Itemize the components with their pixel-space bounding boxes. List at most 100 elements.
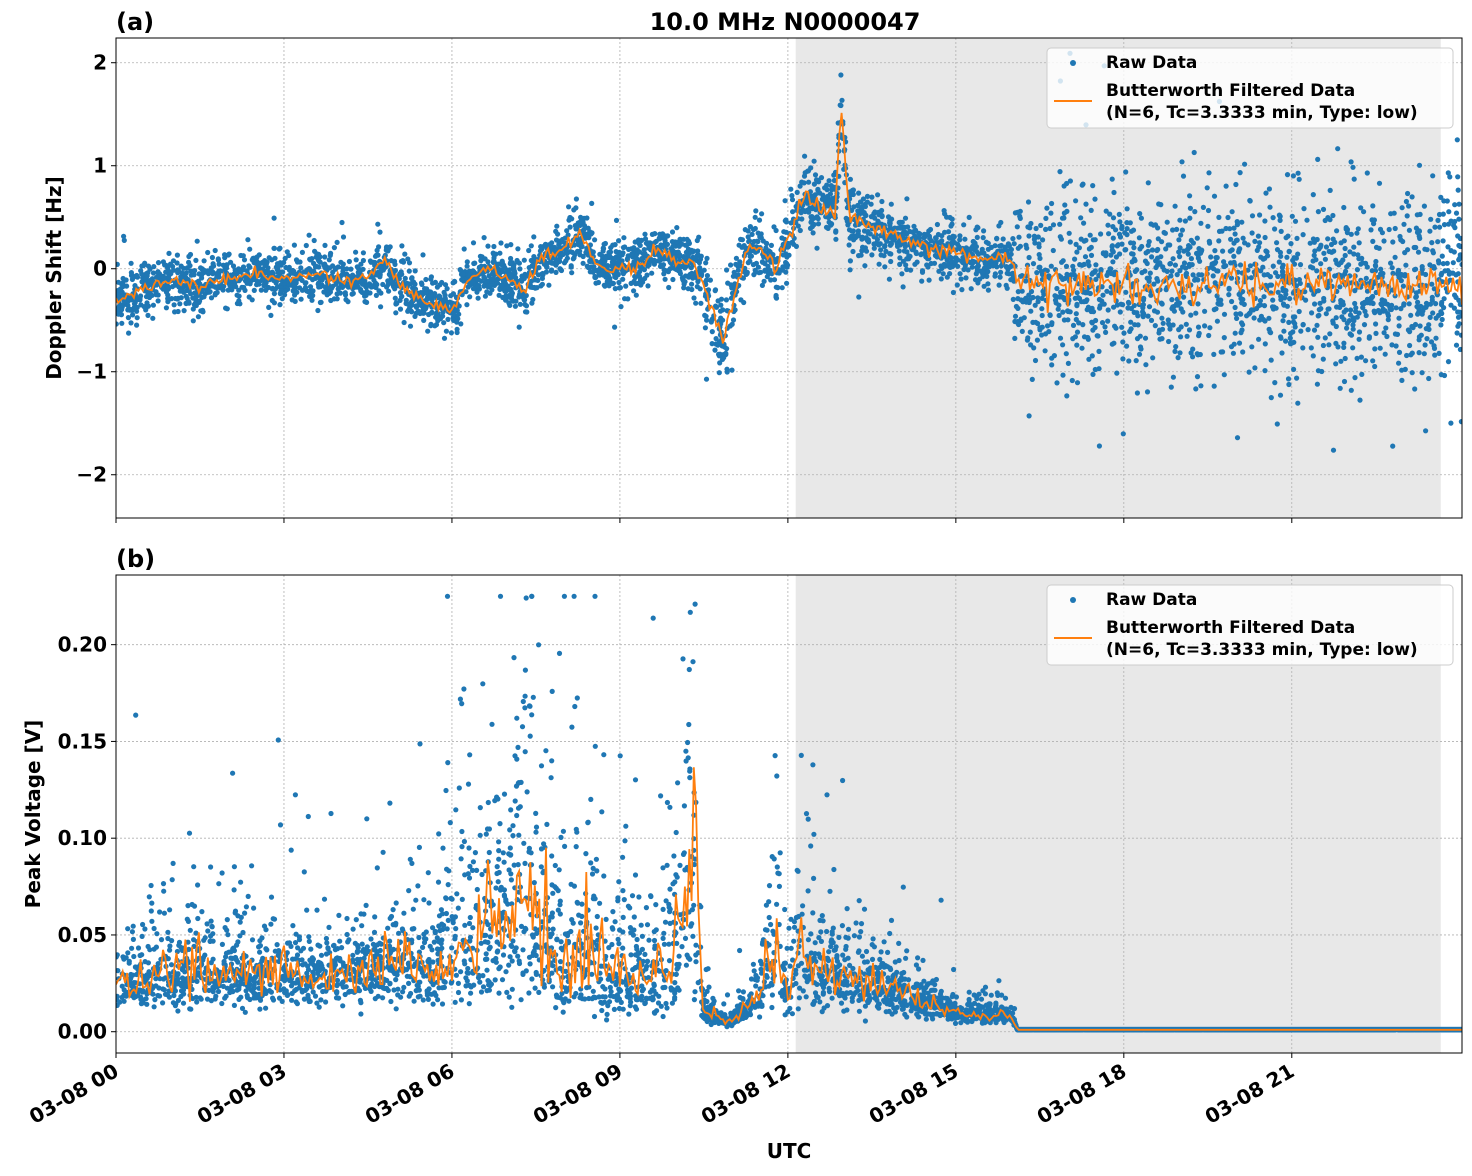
raw-data-point [725,992,730,997]
raw-data-point [856,233,861,238]
raw-data-point [831,173,836,178]
raw-data-point [1126,301,1131,306]
raw-data-point [507,287,512,292]
raw-data-point [1278,254,1283,259]
raw-data-point [1257,240,1262,245]
raw-data-point [1090,372,1095,377]
raw-data-point [1238,170,1243,175]
raw-data-point [1210,261,1215,266]
raw-data-point [134,323,139,328]
raw-data-point [1396,316,1401,321]
raw-data-point [630,262,635,267]
raw-data-point [1274,240,1279,245]
raw-data-point [865,238,870,243]
raw-data-point [833,230,838,235]
raw-data-point [1249,275,1254,280]
raw-data-point [1357,398,1362,403]
raw-data-point [1281,288,1286,293]
raw-data-point [1314,268,1319,273]
raw-data-point [145,291,150,296]
raw-data-point [1363,358,1368,363]
raw-data-point [679,242,684,247]
raw-data-point [1121,431,1126,436]
raw-data-point [394,300,399,305]
raw-data-point [562,844,567,849]
raw-data-point [257,950,262,955]
raw-data-point [681,237,686,242]
raw-data-point [951,967,956,972]
raw-data-point [704,377,709,382]
raw-data-point [974,265,979,270]
raw-data-point [1037,327,1042,332]
raw-data-point [1079,346,1084,351]
raw-data-point [538,248,543,253]
raw-data-point [1198,383,1203,388]
raw-data-point [1357,337,1362,342]
raw-data-point [724,267,729,272]
raw-data-point [1057,222,1062,227]
raw-data-point [1241,236,1246,241]
raw-data-point [172,302,177,307]
raw-data-point [1015,306,1020,311]
raw-data-point [246,263,251,268]
raw-data-point [1393,226,1398,231]
raw-data-point [557,867,562,872]
raw-data-point [1201,205,1206,210]
raw-data-point [265,260,270,265]
raw-data-point [571,207,576,212]
raw-data-point [380,282,385,287]
raw-data-point [569,270,574,275]
raw-data-point [1188,313,1193,318]
raw-data-point [649,271,654,276]
raw-data-point [1353,309,1358,314]
raw-data-point [1423,428,1428,433]
raw-data-point [459,277,464,282]
raw-data-point [1027,413,1032,418]
raw-data-point [1293,219,1298,224]
raw-data-point [729,368,734,373]
raw-data-point [1395,332,1400,337]
raw-data-point [277,246,282,251]
raw-data-point [955,282,960,287]
raw-data-point [1301,232,1306,237]
raw-data-point [530,297,535,302]
raw-data-point [408,324,413,329]
raw-data-point [1135,313,1140,318]
raw-data-point [1403,367,1408,372]
raw-data-point [1239,220,1244,225]
raw-data-point [1336,262,1341,267]
raw-data-point [407,269,412,274]
raw-data-point [1396,361,1401,366]
raw-data-point [1028,330,1033,335]
raw-data-point [898,226,903,231]
raw-data-point [585,264,590,269]
raw-data-point [1111,305,1116,310]
raw-data-point [681,285,686,290]
raw-data-point [1355,267,1360,272]
raw-data-point [1349,159,1354,164]
raw-data-point [610,281,615,286]
raw-data-point [335,291,340,296]
raw-data-point [556,242,561,247]
raw-data-point [1016,246,1021,251]
raw-data-point [1240,349,1245,354]
raw-data-point [1175,303,1180,308]
raw-data-point [983,261,988,266]
raw-data-point [1373,321,1378,326]
raw-data-point [1085,307,1090,312]
raw-data-point [122,299,127,304]
raw-data-point [1459,419,1464,424]
raw-data-point [156,260,161,265]
raw-data-point [1342,379,1347,384]
raw-data-point [1324,311,1329,316]
raw-data-point [568,225,573,230]
raw-data-point [470,279,475,284]
raw-data-point [1060,216,1065,221]
raw-data-point [1219,349,1224,354]
raw-data-point [1040,237,1045,242]
raw-data-point [1139,270,1144,275]
raw-data-point [386,289,391,294]
raw-data-point [1407,228,1412,233]
raw-data-point [1160,301,1165,306]
